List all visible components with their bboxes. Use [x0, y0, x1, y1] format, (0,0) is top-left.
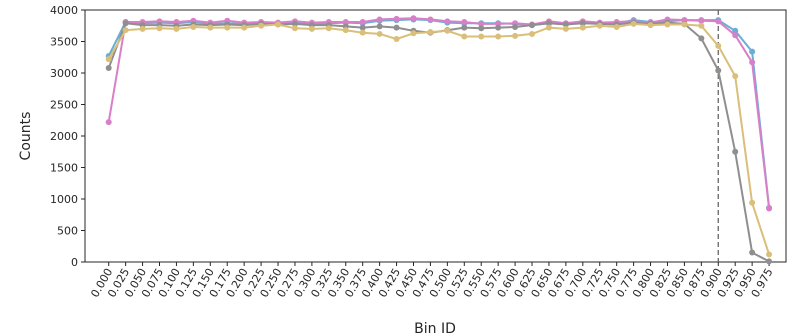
data-point — [325, 25, 332, 32]
data-point — [715, 67, 722, 74]
data-point — [461, 33, 468, 40]
series-layer — [105, 15, 773, 265]
y-tick-label: 500 — [57, 225, 78, 238]
data-point — [427, 16, 434, 23]
y-tick-label: 1000 — [50, 193, 78, 206]
y-tick-label: 4000 — [50, 4, 78, 17]
data-point — [766, 251, 773, 258]
data-point — [478, 20, 485, 27]
data-point — [596, 22, 603, 29]
data-point — [190, 24, 197, 31]
y-tick-label: 2000 — [50, 130, 78, 143]
data-point — [376, 16, 383, 23]
y-tick-label: 3000 — [50, 67, 78, 80]
x-axis-title: Bin ID — [414, 321, 456, 336]
data-point — [749, 199, 756, 206]
data-point — [529, 30, 536, 37]
y-tick-label: 1500 — [50, 162, 78, 175]
data-point — [291, 20, 298, 27]
data-point — [512, 24, 519, 31]
y-axis-ticks: 0 500 1000 1500 2000 2500 3000 3500 4000 — [50, 4, 85, 269]
data-point — [444, 27, 451, 34]
data-point — [613, 24, 620, 31]
data-point — [732, 148, 739, 155]
data-point — [173, 25, 180, 32]
data-point — [105, 64, 112, 71]
data-point — [579, 20, 586, 27]
data-point — [579, 24, 586, 31]
data-point — [562, 25, 569, 32]
data-point — [427, 29, 434, 36]
y-axis-title: Counts — [18, 112, 34, 161]
data-point — [495, 24, 502, 31]
data-point — [359, 29, 366, 36]
data-point — [258, 22, 265, 29]
data-point — [275, 21, 282, 28]
data-point — [342, 18, 349, 25]
data-point — [545, 24, 552, 31]
data-point — [342, 27, 349, 34]
data-point — [664, 21, 671, 28]
data-point — [732, 73, 739, 80]
data-point — [122, 27, 129, 34]
data-point — [495, 33, 502, 40]
plot-area — [84, 9, 787, 263]
data-point — [562, 21, 569, 28]
data-point — [766, 258, 773, 265]
data-point — [410, 30, 417, 37]
data-point — [749, 249, 756, 256]
data-point — [308, 25, 315, 32]
data-point — [122, 20, 129, 27]
y-tick-label: 0 — [71, 256, 78, 269]
data-point — [715, 18, 722, 25]
data-point — [681, 21, 688, 28]
data-point — [749, 59, 756, 66]
data-point — [647, 22, 654, 29]
data-point — [461, 18, 468, 25]
data-point — [478, 25, 485, 32]
data-point — [732, 32, 739, 39]
data-point — [393, 24, 400, 31]
data-point — [630, 20, 637, 27]
data-point — [545, 20, 552, 27]
data-point — [393, 35, 400, 42]
data-point — [698, 17, 705, 24]
data-point — [105, 56, 112, 63]
data-point — [444, 18, 451, 25]
data-point — [224, 24, 231, 31]
data-point — [529, 22, 536, 29]
data-point — [715, 42, 722, 49]
data-point — [156, 25, 163, 32]
data-point — [376, 23, 383, 30]
data-point — [410, 15, 417, 22]
data-point — [698, 35, 705, 42]
y-tick-label: 2500 — [50, 99, 78, 112]
data-point — [749, 48, 756, 55]
series-line — [107, 22, 771, 255]
data-point — [241, 24, 248, 31]
series-line — [107, 17, 771, 209]
data-point — [512, 32, 519, 39]
data-point — [461, 24, 468, 31]
data-point — [698, 22, 705, 29]
series-4 — [105, 20, 773, 258]
data-point — [732, 27, 739, 34]
data-point — [359, 18, 366, 25]
data-point — [207, 24, 214, 31]
data-point — [376, 30, 383, 37]
y-tick-label: 3500 — [50, 36, 78, 49]
data-point — [139, 25, 146, 32]
data-point — [105, 119, 112, 126]
data-point — [766, 205, 773, 212]
data-point — [393, 15, 400, 22]
data-point — [478, 33, 485, 40]
data-point — [359, 24, 366, 31]
data-point — [291, 25, 298, 32]
x-axis-ticks: 0.0000.0250.0500.0750.1000.1250.1500.175… — [88, 262, 776, 300]
